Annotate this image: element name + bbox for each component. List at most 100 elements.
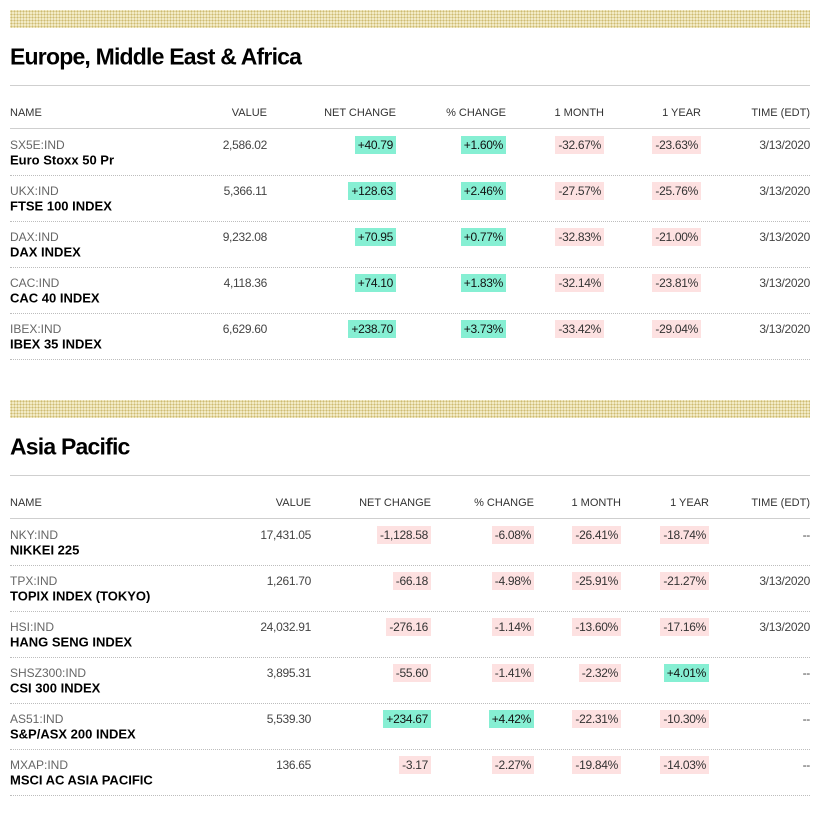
- cell-value: +74.10: [354, 274, 396, 292]
- cell-value: -14.03%: [660, 756, 709, 774]
- cell-value: 3/13/2020: [759, 322, 810, 336]
- column-header: 1 YEAR: [662, 107, 701, 119]
- cell-value: --: [802, 758, 811, 772]
- index-name: MSCI AC ASIA PACIFIC: [10, 772, 153, 788]
- section-title: Asia Pacific: [10, 433, 130, 460]
- cell-value: -21.27%: [660, 572, 709, 590]
- column-header: TIME (EDT): [751, 497, 810, 509]
- cell-value: -32.83%: [555, 228, 604, 246]
- cell-value: +3.73%: [460, 320, 506, 338]
- cell-value: -55.60: [392, 664, 431, 682]
- cell-value: -1,128.58: [376, 526, 431, 544]
- row-divider: [10, 267, 810, 268]
- ticker: SHSZ300:IND: [10, 666, 87, 680]
- ticker: AS51:IND: [10, 712, 64, 726]
- index-name: CAC 40 INDEX: [10, 290, 100, 306]
- ticker: TPX:IND: [10, 574, 58, 588]
- cell-value: +238.70: [348, 320, 396, 338]
- index-name: DAX INDEX: [10, 244, 81, 260]
- row-divider: [10, 313, 810, 314]
- cell-value: 9,232.08: [222, 230, 268, 244]
- column-header: NAME: [10, 107, 42, 119]
- column-header: 1 MONTH: [554, 107, 605, 119]
- cell-value: 3/13/2020: [759, 620, 810, 634]
- cell-value: -10.30%: [660, 710, 709, 728]
- row-divider: [10, 657, 810, 658]
- column-header: NET CHANGE: [359, 497, 431, 509]
- cell-value: 136.65: [276, 758, 311, 772]
- cell-value: +1.60%: [460, 136, 506, 154]
- row-divider: [10, 703, 810, 704]
- cell-value: 3/13/2020: [759, 138, 810, 152]
- ticker: NKY:IND: [10, 528, 59, 542]
- cell-value: 17,431.05: [260, 528, 311, 542]
- index-name: Euro Stoxx 50 Pr: [10, 152, 115, 168]
- cell-value: -13.60%: [572, 618, 621, 636]
- ticker: IBEX:IND: [10, 322, 62, 336]
- divider: [10, 85, 810, 86]
- cell-value: +1.83%: [460, 274, 506, 292]
- row-divider: [10, 611, 810, 612]
- cell-value: 5,539.30: [266, 712, 312, 726]
- ticker: SX5E:IND: [10, 138, 65, 152]
- row-divider: [10, 749, 810, 750]
- cell-value: 24,032.91: [260, 620, 311, 634]
- cell-value: -23.81%: [652, 274, 701, 292]
- index-name: S&P/ASX 200 INDEX: [10, 726, 136, 742]
- cell-value: -1.41%: [491, 664, 534, 682]
- index-name: IBEX 35 INDEX: [10, 336, 102, 352]
- cell-value: -2.27%: [491, 756, 534, 774]
- cell-value: -29.04%: [652, 320, 701, 338]
- cell-value: -25.76%: [652, 182, 701, 200]
- column-header: 1 YEAR: [670, 497, 709, 509]
- divider: [10, 518, 810, 519]
- cell-value: +4.01%: [663, 664, 709, 682]
- index-name: NIKKEI 225: [10, 542, 80, 558]
- cell-value: -32.14%: [555, 274, 604, 292]
- column-header: VALUE: [275, 497, 311, 509]
- cell-value: --: [802, 528, 811, 542]
- cell-value: 2,586.02: [222, 138, 268, 152]
- column-header: % CHANGE: [474, 497, 534, 509]
- divider: [10, 475, 810, 476]
- ticker: MXAP:IND: [10, 758, 69, 772]
- cell-value: +70.95: [354, 228, 396, 246]
- cell-value: -66.18: [392, 572, 431, 590]
- ticker: CAC:IND: [10, 276, 60, 290]
- cell-value: 1,261.70: [266, 574, 312, 588]
- row-divider: [10, 565, 810, 566]
- column-header: VALUE: [231, 107, 267, 119]
- column-header: % CHANGE: [446, 107, 506, 119]
- row-divider: [10, 175, 810, 176]
- cell-value: -27.57%: [555, 182, 604, 200]
- cell-value: -33.42%: [555, 320, 604, 338]
- row-divider: [10, 221, 810, 222]
- column-header: NET CHANGE: [324, 107, 396, 119]
- cell-value: 4,118.36: [223, 276, 268, 290]
- cell-value: 5,366.11: [223, 184, 268, 198]
- cell-value: -18.74%: [660, 526, 709, 544]
- cell-value: -19.84%: [572, 756, 621, 774]
- cell-value: +0.77%: [460, 228, 506, 246]
- row-divider: [10, 359, 810, 360]
- section-stripe: [10, 10, 810, 28]
- cell-value: +128.63: [348, 182, 396, 200]
- ticker: HSI:IND: [10, 620, 55, 634]
- cell-value: -23.63%: [652, 136, 701, 154]
- column-header: NAME: [10, 497, 42, 509]
- ticker: DAX:IND: [10, 230, 59, 244]
- cell-value: -26.41%: [572, 526, 621, 544]
- cell-value: 6,629.60: [222, 322, 268, 336]
- cell-value: 3,895.31: [266, 666, 312, 680]
- cell-value: --: [802, 666, 811, 680]
- cell-value: 3/13/2020: [759, 276, 810, 290]
- cell-value: +4.42%: [488, 710, 534, 728]
- divider: [10, 128, 810, 129]
- cell-value: -2.32%: [578, 664, 621, 682]
- section-stripe: [10, 400, 810, 418]
- cell-value: -22.31%: [572, 710, 621, 728]
- index-name: HANG SENG INDEX: [10, 634, 133, 650]
- cell-value: -32.67%: [555, 136, 604, 154]
- cell-value: 3/13/2020: [759, 574, 810, 588]
